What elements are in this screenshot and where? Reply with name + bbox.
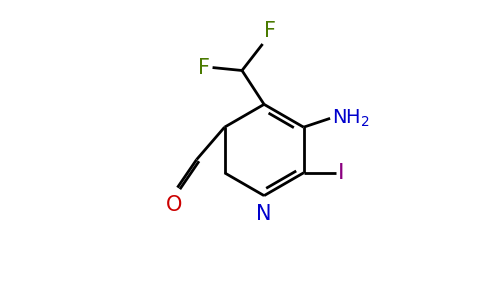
Text: O: O [166,195,182,215]
Text: N: N [257,204,272,224]
Text: F: F [198,58,210,78]
Text: I: I [338,163,345,183]
Text: F: F [264,21,276,41]
Text: NH$_2$: NH$_2$ [333,108,370,129]
